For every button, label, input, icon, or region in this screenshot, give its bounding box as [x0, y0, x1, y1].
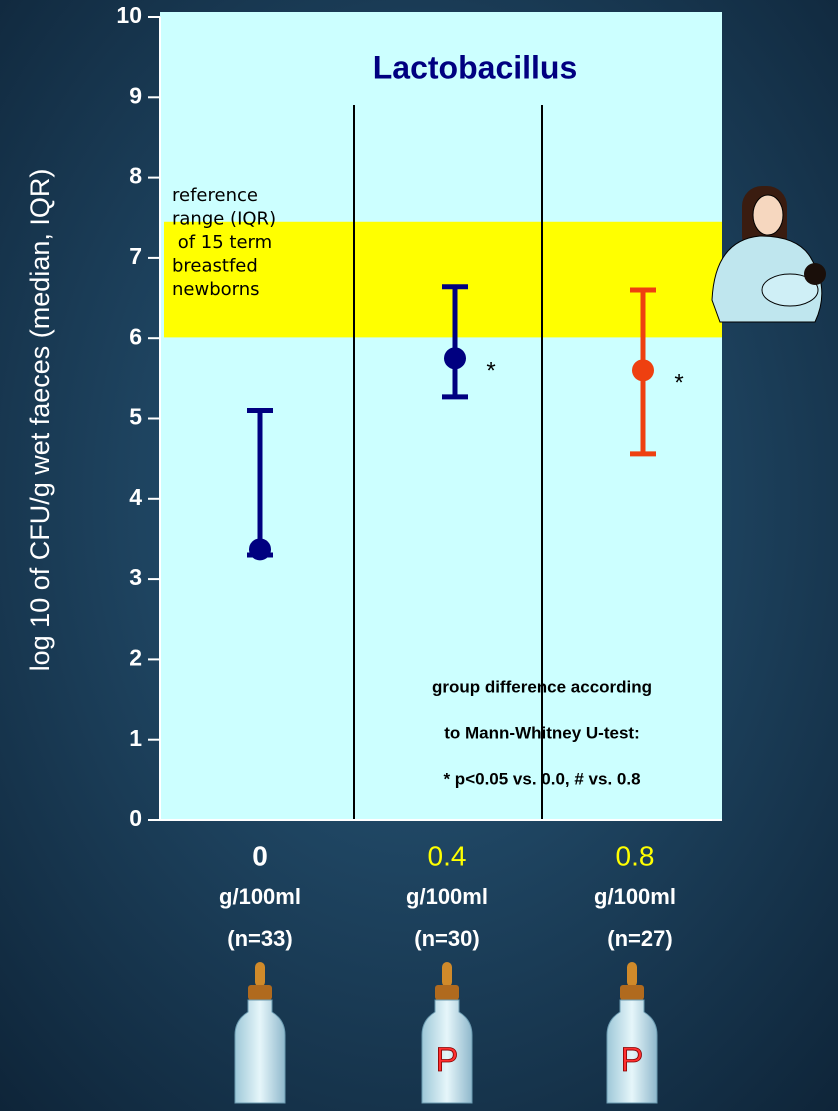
bottle: P [421, 962, 473, 1104]
n-label: (n=30) [414, 926, 479, 951]
bottle: P [606, 962, 658, 1104]
y-tick-label: 3 [129, 564, 142, 590]
y-tick-label: 0 [129, 805, 142, 831]
significance-mark: * [486, 358, 495, 385]
reference-text: range (IQR) [172, 209, 276, 230]
bottle-body [606, 999, 658, 1104]
bottle [234, 962, 286, 1104]
y-tick-label: 1 [129, 725, 142, 751]
y-tick-label: 4 [129, 484, 142, 510]
y-tick-label: 5 [129, 404, 142, 430]
x-tick-label: 0.8 [616, 840, 655, 871]
plot-area [160, 12, 722, 820]
chart-title: Lactobacillus [373, 49, 578, 85]
bottle-body [234, 999, 286, 1104]
median-point [632, 359, 654, 382]
footnote: to Mann-Whitney U-test: [444, 723, 639, 742]
significance-mark: * [674, 370, 683, 397]
unit-label: g/100ml [219, 884, 301, 909]
y-tick-label: 9 [129, 82, 142, 108]
bottle-nipple [255, 962, 265, 987]
y-tick-label: 7 [129, 243, 142, 269]
bottle-nipple [627, 962, 637, 987]
median-point [249, 538, 271, 561]
n-label: (n=27) [607, 926, 672, 951]
footnote: group difference according [432, 677, 652, 696]
illustration [711, 186, 826, 323]
bottle-label: P [621, 1041, 644, 1079]
reference-band [164, 221, 722, 338]
bottle-label: P [436, 1041, 459, 1079]
y-tick-label: 6 [129, 323, 142, 349]
x-tick-label: 0.4 [428, 840, 467, 871]
y-tick-label: 2 [129, 644, 142, 670]
reference-text: newborns [172, 279, 260, 300]
x-tick-label: 0 [252, 840, 268, 871]
bottle-body [421, 999, 473, 1104]
unit-label: g/100ml [406, 884, 488, 909]
y-axis-label: log 10 of CFU/g wet faeces (median, IQR) [25, 169, 55, 672]
y-tick-label: 10 [116, 2, 142, 28]
n-label: (n=33) [227, 926, 292, 951]
bottle-ring [620, 985, 644, 1000]
median-point [444, 347, 466, 370]
unit-label: g/100ml [594, 884, 676, 909]
footnote: * p<0.05 vs. 0.0, # vs. 0.8 [443, 769, 640, 788]
bottle-ring [248, 985, 272, 1000]
reference-text: breastfed [172, 256, 258, 277]
reference-text: of 15 term [172, 232, 272, 253]
bottle-nipple [442, 962, 452, 987]
bottle-ring [435, 985, 459, 1000]
reference-text: reference [172, 185, 258, 206]
y-tick-label: 8 [129, 163, 142, 189]
